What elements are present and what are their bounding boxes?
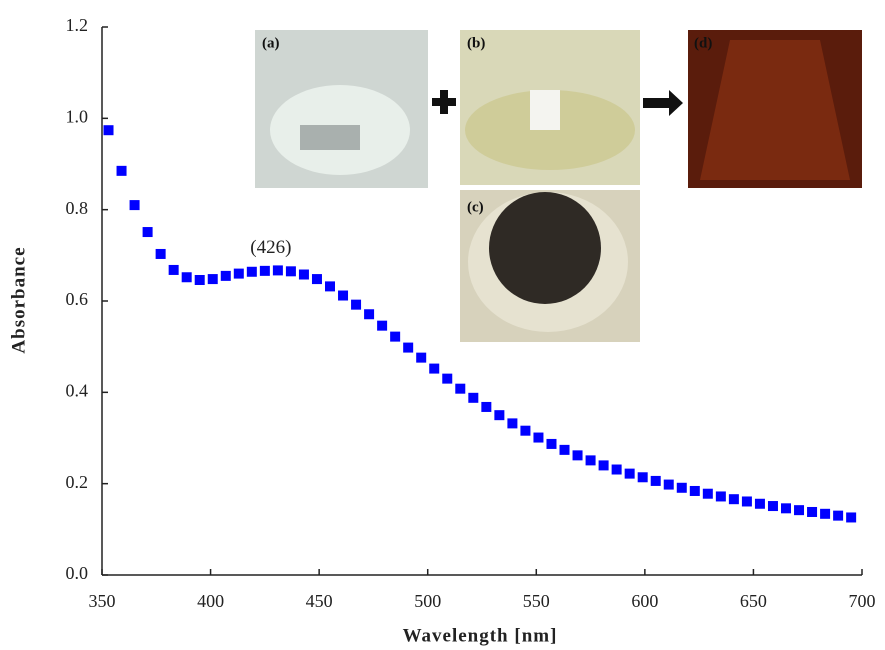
data-point — [117, 166, 127, 176]
inset-label: (d) — [694, 35, 712, 51]
chart: Wavelength [nm] Absorbance 0.0 0.2 0.4 0.6 0… — [0, 0, 885, 650]
data-point — [625, 469, 635, 479]
data-point — [520, 426, 530, 436]
data-point — [755, 499, 765, 509]
data-point — [729, 494, 739, 504]
data-point — [768, 501, 778, 511]
x-tick-label: 700 — [849, 591, 876, 611]
data-point — [846, 512, 856, 522]
data-point — [638, 472, 648, 482]
data-point — [429, 364, 439, 374]
data-point — [143, 227, 153, 237]
data-point — [651, 476, 661, 486]
data-point — [481, 402, 491, 412]
y-tick-label: 0.8 — [66, 198, 89, 218]
data-point — [807, 507, 817, 517]
x-axis-title: Wavelength [nm] — [403, 625, 558, 646]
data-point — [690, 486, 700, 496]
data-point — [664, 480, 674, 490]
y-tick-label: 0.2 — [66, 472, 89, 492]
data-point — [247, 267, 257, 277]
data-point — [586, 455, 596, 465]
x-tick-label: 600 — [631, 591, 658, 611]
data-point — [703, 489, 713, 499]
data-point — [286, 266, 296, 276]
x-tick-label: 350 — [89, 591, 116, 611]
inset-label: (b) — [467, 35, 485, 51]
data-point — [234, 269, 244, 279]
data-point — [325, 281, 335, 291]
data-point — [442, 374, 452, 384]
inset-label: (c) — [467, 199, 484, 215]
x-tick-label: 550 — [523, 591, 550, 611]
data-point — [455, 384, 465, 394]
data-point — [338, 291, 348, 301]
y-tick-label: 1.0 — [66, 106, 89, 126]
photo-a-label — [300, 125, 360, 150]
data-point — [533, 433, 543, 443]
x-tick-label: 450 — [306, 591, 333, 611]
data-point — [208, 274, 218, 284]
data-point — [104, 125, 114, 135]
data-point — [260, 266, 270, 276]
x-tick-label: 650 — [740, 591, 767, 611]
data-point — [573, 450, 583, 460]
data-point — [781, 503, 791, 513]
data-point — [494, 410, 504, 420]
data-point — [416, 353, 426, 363]
x-tick-label: 400 — [197, 591, 224, 611]
annotation: (426) — [250, 237, 291, 258]
plus-sign — [432, 90, 456, 114]
data-point — [403, 343, 413, 353]
data-point — [546, 439, 556, 449]
data-point — [833, 511, 843, 521]
y-tick-label: 0.6 — [66, 289, 89, 309]
data-point — [169, 265, 179, 275]
data-point — [156, 249, 166, 259]
arrow — [643, 90, 683, 116]
data-point — [390, 332, 400, 342]
data-point — [560, 445, 570, 455]
page: {"chart_data": { "type": "scatter", "x_l… — [0, 0, 885, 650]
data-point — [312, 274, 322, 284]
data-point — [794, 505, 804, 515]
data-point — [299, 270, 309, 280]
data-point — [351, 300, 361, 310]
data-point — [599, 460, 609, 470]
data-point — [364, 309, 374, 319]
data-point — [742, 496, 752, 506]
data-point — [612, 465, 622, 475]
y-tick-label: 0.0 — [66, 563, 89, 583]
data-point — [377, 321, 387, 331]
data-point — [507, 418, 517, 428]
data-point — [195, 275, 205, 285]
data-point — [130, 200, 140, 210]
data-point — [820, 509, 830, 519]
data-point — [273, 265, 283, 275]
photo-b-label — [530, 90, 560, 130]
photo-c-powder — [489, 192, 601, 304]
y-tick-label: 1.2 — [66, 15, 89, 35]
x-tick-label: 500 — [414, 591, 441, 611]
inset-label: (a) — [262, 35, 280, 51]
data-point — [221, 271, 231, 281]
data-point — [468, 393, 478, 403]
data-point — [182, 272, 192, 282]
y-axis-title: Absorbance — [8, 246, 29, 353]
data-point — [716, 491, 726, 501]
data-point — [677, 483, 687, 493]
y-tick-label: 0.4 — [66, 380, 89, 400]
